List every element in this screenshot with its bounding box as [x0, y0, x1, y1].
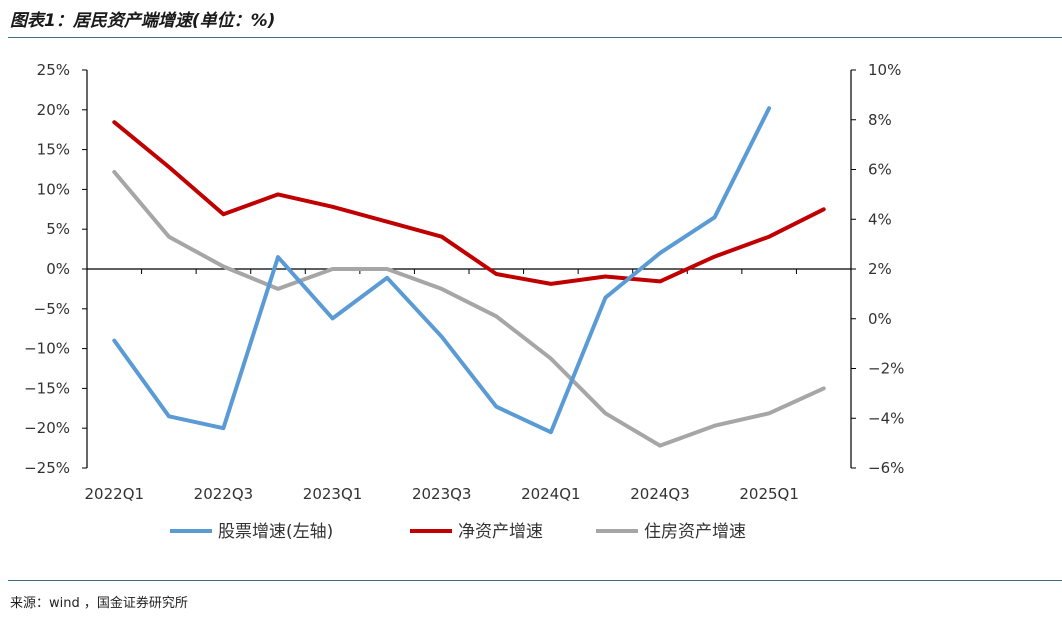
x-tick-label: 2024Q3: [630, 485, 690, 503]
left-tick-label: 5%: [46, 220, 70, 238]
source-note: 来源：wind ，国金证券研究所: [10, 596, 188, 611]
top-divider: [8, 37, 1062, 38]
left-tick-label: 25%: [37, 61, 70, 79]
x-tick-label: 2023Q1: [303, 485, 363, 503]
stock-growth-line: [112, 106, 772, 435]
legend-housing-assets-growth-label: 住房资产增速: [644, 522, 746, 542]
x-tick-label: 2025Q1: [739, 485, 799, 503]
x-tick-label: 2024Q1: [521, 485, 581, 503]
left-tick-label: −20%: [24, 419, 70, 437]
right-tick-label: 6%: [868, 161, 892, 179]
left-tick-label: 10%: [37, 180, 70, 198]
left-tick-label: 15%: [37, 141, 70, 159]
left-tick-label: −5%: [34, 300, 70, 318]
x-tick-label: 2022Q1: [85, 485, 145, 503]
left-tick-label: −10%: [24, 340, 70, 358]
right-tick-label: 4%: [868, 210, 892, 228]
right-tick-label: −6%: [868, 459, 904, 477]
net-assets-growth-line: [112, 120, 826, 286]
right-tick-label: 2%: [868, 260, 892, 278]
figure-title: 图表1：居民资产端增速(单位：%): [10, 11, 276, 31]
legend-net-assets-growth-label: 净资产增速: [458, 522, 543, 542]
legend-stock-growth-label: 股票增速(左轴): [218, 522, 333, 542]
x-tick-label: 2023Q3: [412, 485, 472, 503]
left-tick-label: 0%: [46, 260, 70, 278]
right-tick-label: 0%: [868, 310, 892, 328]
left-tick-label: −15%: [24, 379, 70, 397]
right-tick-label: 10%: [868, 61, 901, 79]
right-tick-label: −4%: [868, 409, 904, 427]
left-tick-label: −25%: [24, 459, 70, 477]
housing-assets-growth-line: [112, 170, 826, 448]
right-tick-label: −2%: [868, 360, 904, 378]
line-chart: 25% 20% 15% 10% 5% 0% −5% −10% −15% −20% −25% 10% 8%…: [24, 61, 904, 542]
left-tick-label: 20%: [37, 101, 70, 119]
bottom-divider: [8, 580, 1062, 581]
right-tick-label: 8%: [868, 111, 892, 129]
x-tick-label: 2022Q3: [194, 485, 254, 503]
